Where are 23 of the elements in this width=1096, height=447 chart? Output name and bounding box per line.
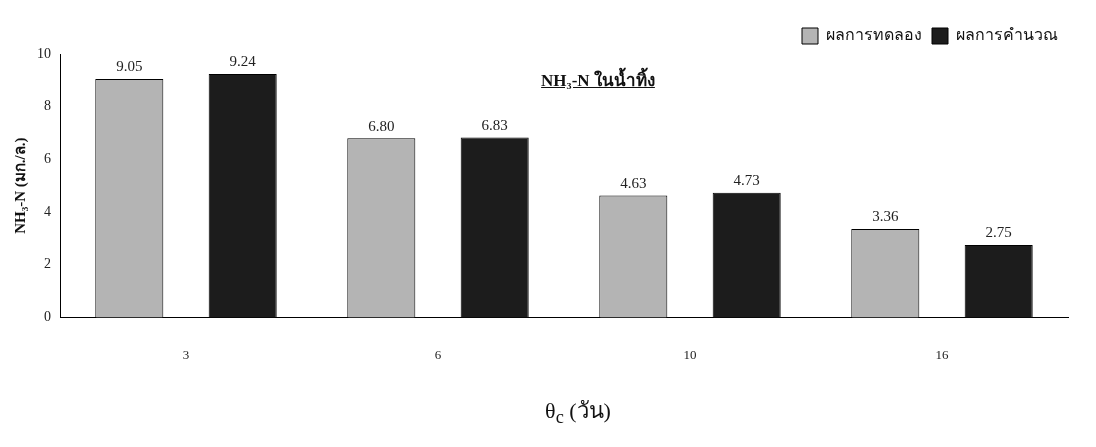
x-tick-label: 16 (935, 346, 949, 362)
legend-label: ผลการทดลอง (826, 25, 922, 45)
data-label: 6.83 (481, 116, 508, 133)
x-tick-label: 6 (434, 346, 442, 362)
data-label: 4.63 (620, 174, 647, 191)
data-label: 3.36 (872, 208, 899, 225)
legend-label: ผลการคำนวณ (956, 25, 1058, 45)
y-tick-label: 2 (44, 256, 51, 272)
x-tick-label: 3 (182, 346, 190, 362)
x-axis-title: θ$_{c}$ (วัน) (544, 397, 612, 429)
y-tick-label: 8 (44, 98, 51, 114)
x-tick-label: 10 (683, 346, 697, 362)
data-label: 9.05 (116, 58, 143, 75)
data-label: 2.75 (985, 224, 1012, 241)
y-tick-label: 6 (44, 151, 51, 167)
data-label: 4.73 (733, 172, 760, 189)
data-label: 9.24 (229, 53, 257, 70)
text: NH₃-N ในน้ำทิ้ง (540, 66, 656, 92)
y-tick-label: 0 (44, 309, 51, 325)
y-tick-label: 4 (44, 203, 51, 219)
y-tick-label: 10 (37, 45, 51, 61)
data-label: 6.80 (368, 117, 395, 134)
y-axis-title: NH₃-N (มก./ล.) (11, 137, 29, 234)
